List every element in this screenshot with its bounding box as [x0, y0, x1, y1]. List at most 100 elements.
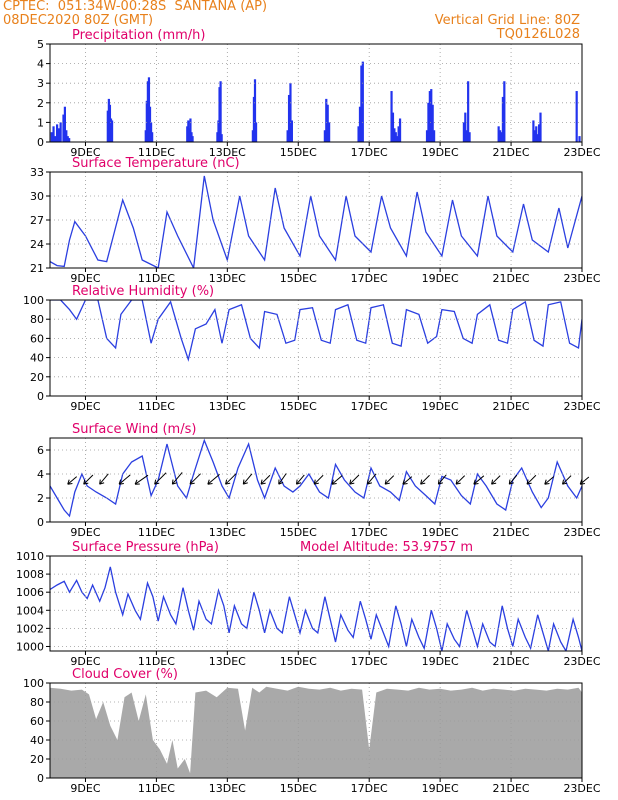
wind-arrow-head [242, 479, 248, 485]
y-tick-label: 60 [30, 715, 44, 728]
y-tick-label: 40 [30, 352, 44, 365]
wind-arrow-head [83, 479, 89, 485]
y-tick-label: 3 [37, 77, 44, 90]
plot-frame [49, 43, 583, 143]
wind-arrow-head [134, 479, 140, 485]
wind-arrow [437, 474, 447, 485]
wind-arrow [526, 474, 537, 485]
precip-bar [497, 126, 500, 142]
panel-annotation: Model Altitude: 53.9757 m [300, 540, 473, 555]
wind-arrow [225, 473, 237, 485]
y-tick-label: 1006 [16, 586, 44, 599]
precip-bar [539, 112, 542, 142]
precip-bar [575, 91, 578, 142]
x-tick-label: 21DEC [493, 782, 530, 795]
series-line [50, 438, 582, 518]
cloud-cover-area [50, 686, 582, 778]
x-tick-label: 17DEC [351, 146, 388, 159]
y-tick-label: 80 [30, 313, 44, 326]
y-tick-label: 100 [23, 677, 44, 690]
precip-bar [430, 89, 433, 142]
series [50, 566, 582, 651]
wind-arrow-head [491, 479, 497, 485]
precip-bar [360, 65, 363, 142]
wind-arrow [171, 472, 183, 485]
wind-arrow [313, 474, 324, 485]
y-tick-label: 60 [30, 332, 44, 345]
wind-arrow-head [420, 479, 426, 485]
panel-6: Cloud Cover (%) 0 20 40 60 80 100 9DEC 11DEC 13DE… [23, 667, 601, 795]
precip-bar [467, 81, 470, 142]
wind-arrow-head [437, 479, 444, 485]
series [50, 61, 581, 142]
wind-arrow-head [331, 479, 337, 485]
header-grid-line-note: Vertical Grid Line: 80Z [434, 13, 580, 28]
precip-bar [68, 138, 71, 142]
wind-arrow-head [278, 479, 284, 485]
panel-title: Surface Temperature (nC) [72, 156, 240, 171]
wind-arrow [99, 473, 109, 485]
precip-bar [397, 126, 400, 142]
series-line [50, 175, 582, 268]
x-tick-label: 11DEC [138, 526, 175, 539]
x-tick-label: 15DEC [280, 655, 317, 668]
plot-frame [49, 437, 583, 523]
precip-bar [290, 120, 293, 142]
y-tick-label: 1 [37, 116, 44, 129]
y-tick-label: 30 [30, 190, 44, 203]
wind-arrow-head [225, 479, 231, 485]
y-tick-label: 0 [37, 136, 44, 149]
wind-arrow [134, 474, 149, 485]
y-tick-label: 27 [30, 214, 44, 227]
precip-bar [537, 124, 541, 142]
wind-arrow-head [260, 479, 266, 485]
x-tick-label: 17DEC [351, 400, 388, 413]
x-tick-label: 21DEC [493, 400, 530, 413]
y-tick-label: 24 [30, 238, 44, 251]
precip-bar [357, 126, 360, 142]
plot-frame [49, 682, 583, 779]
precip-bar [289, 83, 292, 142]
wind-arrow [278, 473, 287, 485]
wind-arrow [154, 472, 167, 485]
y-tick-label: 100 [23, 294, 44, 307]
wind-arrow-head [118, 479, 124, 485]
x-tick-label: 11DEC [138, 146, 175, 159]
y-tick-label: 6 [37, 444, 44, 457]
precip-bar [427, 102, 430, 142]
y-tick-label: 20 [30, 753, 44, 766]
x-tick-label: 9DEC [70, 400, 100, 413]
precip-bar [533, 130, 536, 142]
x-tick-label: 23DEC [563, 526, 600, 539]
header-station-line: CPTEC: 051:34W-00:28S SANTANA (AP) [3, 0, 268, 14]
y-tick-label: 0 [37, 390, 44, 403]
plot-frame [49, 555, 583, 652]
x-tick-label: 9DEC [70, 655, 100, 668]
precip-bar [464, 112, 467, 142]
x-tick-label: 15DEC [280, 400, 317, 413]
x-tick-label: 13DEC [209, 146, 246, 159]
y-tick-label: 1010 [16, 550, 44, 563]
wind-arrow [491, 475, 501, 485]
precip-bar [219, 81, 222, 142]
header-model-id: TQ0126L028 [496, 27, 580, 42]
x-tick-label: 17DEC [351, 655, 388, 668]
precip-bar [465, 130, 468, 142]
precip-bar [503, 81, 506, 142]
x-tick-label: 9DEC [70, 782, 100, 795]
wind-arrow [189, 473, 201, 485]
x-tick-label: 11DEC [138, 400, 175, 413]
y-tick-label: 5 [37, 38, 44, 51]
wind-arrow-head [67, 479, 73, 485]
wind-arrow [562, 475, 572, 485]
series-line [50, 566, 582, 651]
wind-arrow-head [562, 479, 568, 485]
wind-arrow [260, 474, 271, 485]
wind-arrow-head [295, 479, 302, 485]
precip-bar [55, 124, 59, 142]
precip-bar [398, 118, 402, 142]
wind-arrow-head [402, 479, 408, 485]
x-tick-label: 21DEC [493, 526, 530, 539]
wind-arrow [367, 473, 377, 485]
